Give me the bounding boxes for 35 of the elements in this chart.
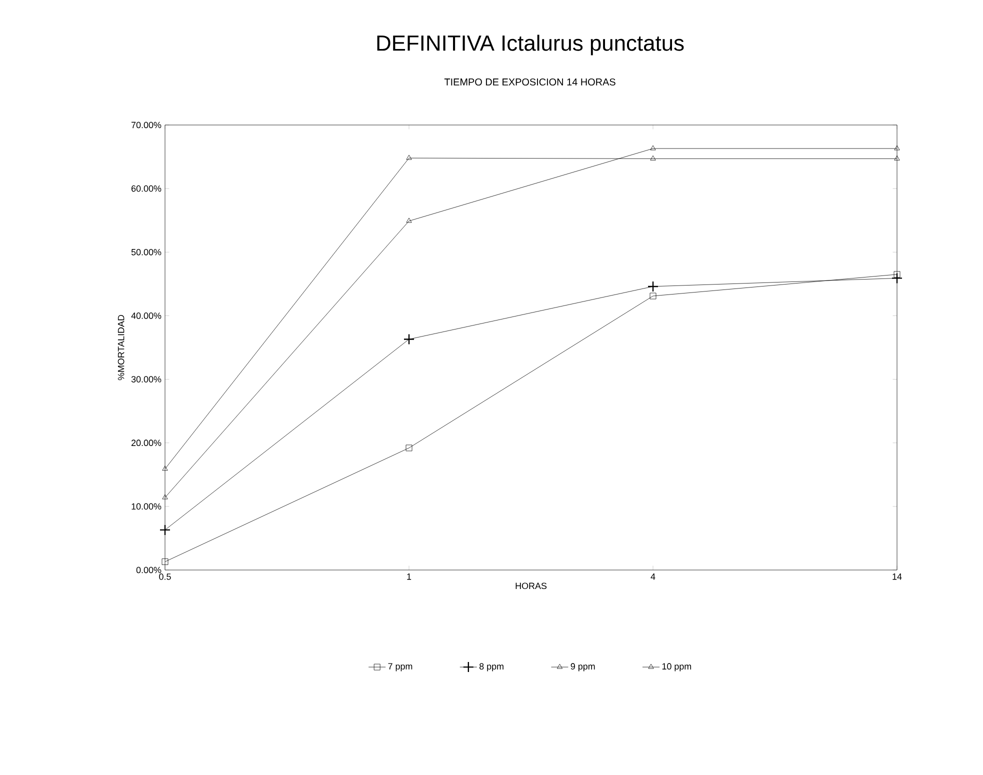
- point: [650, 292, 656, 300]
- point: [162, 558, 168, 565]
- x-tick-label: 4: [650, 574, 656, 580]
- y-tick-label: 50.00%: [131, 248, 162, 256]
- y-tick-label: 40.00%: [131, 312, 162, 319]
- legend-label: 9 ppm: [570, 663, 595, 672]
- chart-subtitle: TIEMPO DE EXPOSICION 14 HORAS: [444, 78, 616, 86]
- x-tick-label: 14: [892, 574, 902, 580]
- y-tick-label: 20.00%: [132, 440, 162, 446]
- legend-label: 8 ppm: [479, 663, 504, 672]
- y-tick-label: 30.00%: [131, 376, 162, 382]
- x-tick-label: 0.5: [159, 574, 171, 580]
- point: [406, 444, 412, 452]
- y-axis-title: %MORTALIDAD: [118, 314, 124, 380]
- point: [406, 218, 412, 223]
- legend-label: 10 ppm: [662, 663, 692, 672]
- point: [403, 334, 415, 345]
- x-axis-title: HORAS: [516, 582, 547, 590]
- legend-label: 7 ppm: [388, 663, 412, 672]
- point: [894, 155, 900, 160]
- point: [894, 145, 900, 150]
- point: [162, 494, 168, 500]
- y-tick-label: 0.00%: [136, 566, 162, 574]
- point: [162, 466, 168, 471]
- point: [406, 154, 412, 160]
- point: [650, 145, 656, 150]
- y-tick-label: 10.00%: [132, 503, 162, 510]
- y-tick-label: 60.00%: [132, 185, 162, 192]
- y-tick-label: 70.00%: [132, 122, 162, 128]
- point: [647, 280, 659, 292]
- x-tick-label: 1: [407, 574, 412, 580]
- chart-title: DEFINITIVA Ictalurus punctatus: [377, 34, 684, 56]
- point: [891, 272, 903, 284]
- point: [650, 155, 656, 160]
- point: [159, 524, 171, 536]
